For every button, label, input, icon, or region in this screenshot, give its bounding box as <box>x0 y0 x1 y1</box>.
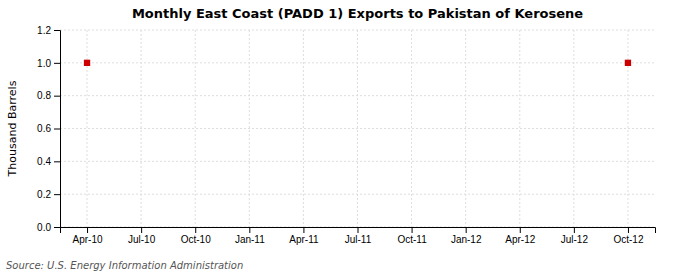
tick-label: 0.6 <box>37 123 51 134</box>
tick-mark <box>358 227 359 233</box>
tick-mark <box>141 227 142 233</box>
grid-line <box>357 30 358 227</box>
x-tick: Oct-11 <box>397 227 427 245</box>
tick-mark <box>574 227 575 233</box>
grid-line <box>249 30 250 227</box>
tick-label: 0.2 <box>37 189 51 200</box>
y-tick: 0.2 <box>37 189 60 200</box>
tick-label: Jan-11 <box>235 234 265 245</box>
x-tick: Oct-12 <box>613 227 643 245</box>
x-axis: Apr-10 Jul-10 Oct-10 Jan-11 Apr-11 Jul-11 Oct-… <box>61 227 656 245</box>
marks <box>84 60 631 66</box>
tick-label: Oct-12 <box>613 234 643 245</box>
grid-line <box>141 30 142 227</box>
chart: Apr-10 Jul-10 Oct-10 Jan-11 Apr-11 Jul-11 Oct-… <box>0 0 675 275</box>
grid-line <box>60 161 655 162</box>
tick-label: Apr-10 <box>73 234 103 245</box>
y-tick: 0.8 <box>37 90 60 101</box>
grid-line <box>465 30 466 227</box>
title: Monthly East Coast (PADD 1) Exports to P… <box>132 6 583 21</box>
tick-mark <box>54 63 60 64</box>
tick-mark <box>54 96 60 97</box>
tick-mark <box>303 227 304 233</box>
grid-line <box>411 30 412 227</box>
tick-label: Apr-12 <box>505 234 535 245</box>
tick-label: Jul-12 <box>561 234 589 245</box>
tick-label: Oct-11 <box>397 234 427 245</box>
annotation: Source: U.S. Energy Information Administ… <box>6 260 243 271</box>
tick-mark <box>249 227 250 233</box>
x-tick: Jan-11 <box>235 227 265 245</box>
grid <box>60 30 655 227</box>
tick-mark <box>54 161 60 162</box>
tick-label: 0.8 <box>37 90 51 101</box>
x-tick: Jan-12 <box>451 227 482 245</box>
x-tick: Apr-10 <box>73 227 103 245</box>
x-tick: Apr-11 <box>289 227 319 245</box>
tick-mark <box>466 227 467 233</box>
tick-label: Jan-12 <box>451 234 482 245</box>
y-tick: 0.4 <box>37 156 60 167</box>
x-tick: Apr-12 <box>505 227 535 245</box>
plot: Apr-10 Jul-10 Oct-10 Jan-11 Apr-11 Jul-11 Oct-… <box>37 25 655 245</box>
tick-mark <box>87 227 88 233</box>
grid-line <box>303 30 304 227</box>
tick-mark <box>54 194 60 195</box>
y-axis: 0.0 0.2 0.4 0.6 0.8 1.0 1.2 <box>37 25 60 233</box>
tick-label: Jul-11 <box>345 234 372 245</box>
axis-line <box>54 31 61 228</box>
tick-label: Oct-10 <box>181 234 211 245</box>
tick-label: 0.0 <box>37 222 51 233</box>
y-tick: 0.6 <box>37 123 60 134</box>
axis-line <box>61 228 656 234</box>
grid-line <box>519 30 520 227</box>
grid-line <box>87 30 88 227</box>
grid-line <box>573 30 574 227</box>
tick-label: 1.0 <box>37 58 51 69</box>
tick-label: Apr-11 <box>289 234 319 245</box>
tick-mark <box>54 129 60 130</box>
point <box>625 60 631 66</box>
y-tick: 1.0 <box>37 58 60 69</box>
grid-line <box>195 30 196 227</box>
tick-mark <box>54 227 60 228</box>
tick-mark <box>628 227 629 233</box>
y-tick: 1.2 <box>37 25 60 36</box>
grid-line <box>60 128 655 129</box>
x-tick: Jul-11 <box>345 227 372 245</box>
tick-mark <box>54 30 60 31</box>
tick-label: 0.4 <box>37 156 51 167</box>
x-tick: Oct-10 <box>181 227 211 245</box>
x-tick: Jul-10 <box>128 227 156 245</box>
tick-mark <box>520 227 521 233</box>
y-tick: 0.0 <box>37 222 60 233</box>
tick-mark <box>412 227 413 233</box>
tick-label: Jul-10 <box>128 234 156 245</box>
tick-label: 1.2 <box>37 25 51 36</box>
grid-line <box>627 30 628 227</box>
point <box>84 60 90 66</box>
tick-mark <box>195 227 196 233</box>
y-axis-title: Thousand Barrels <box>6 80 19 177</box>
x-tick: Jul-12 <box>561 227 589 245</box>
